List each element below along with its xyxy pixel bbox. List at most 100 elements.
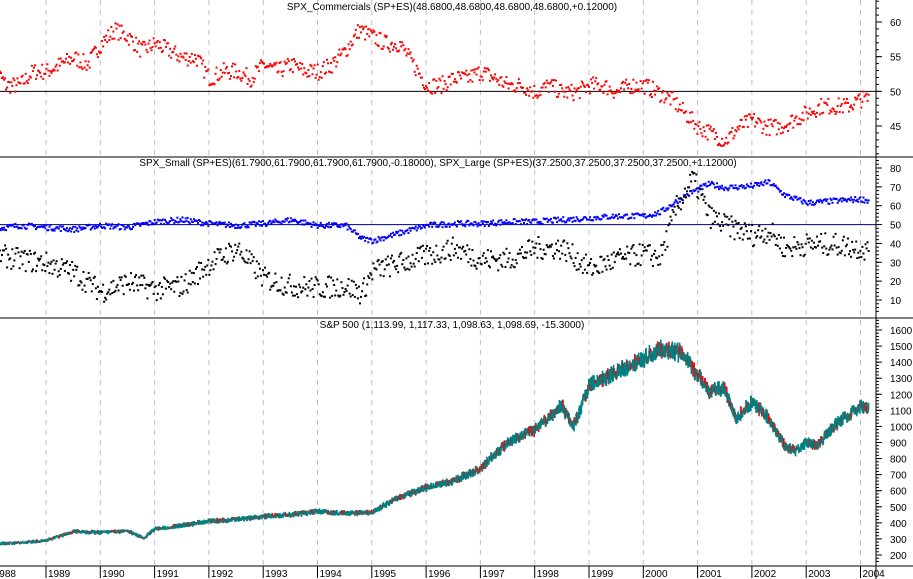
data-point <box>471 80 474 83</box>
data-point <box>372 241 375 244</box>
data-point <box>786 124 789 127</box>
data-point <box>471 249 474 252</box>
data-point <box>521 256 524 259</box>
data-point <box>865 199 868 202</box>
data-point <box>759 182 762 185</box>
data-point <box>309 222 312 225</box>
data-point <box>831 201 834 204</box>
data-point <box>803 253 806 256</box>
data-point <box>631 245 634 248</box>
data-point <box>410 227 413 230</box>
data-point <box>155 299 158 302</box>
data-point <box>780 251 783 254</box>
data-point <box>675 97 678 100</box>
data-point <box>279 289 282 292</box>
data-point <box>769 184 772 187</box>
data-point <box>252 256 255 259</box>
data-point <box>276 71 279 74</box>
data-point <box>179 218 182 221</box>
data-point <box>314 276 317 279</box>
data-point <box>191 281 194 284</box>
data-point <box>653 214 656 217</box>
data-point <box>9 91 12 94</box>
data-point <box>588 264 591 267</box>
data-point <box>210 221 213 224</box>
data-point <box>777 188 780 191</box>
data-point <box>20 250 23 253</box>
data-point <box>651 265 654 268</box>
data-point <box>746 184 749 187</box>
data-point <box>820 199 823 202</box>
data-point <box>287 277 290 280</box>
data-point <box>543 82 546 85</box>
y-tick-label: 1200 <box>890 390 913 401</box>
data-point <box>636 89 639 92</box>
data-point <box>488 266 491 269</box>
data-point <box>471 223 474 226</box>
data-point <box>161 49 164 52</box>
data-point <box>305 222 308 225</box>
data-point <box>235 251 238 254</box>
data-point <box>153 286 156 289</box>
data-point <box>658 255 661 258</box>
data-point <box>254 277 257 280</box>
data-point <box>851 240 854 243</box>
data-point <box>552 216 555 219</box>
data-point <box>657 88 660 91</box>
data-point <box>176 59 179 62</box>
data-point <box>861 245 864 248</box>
data-point <box>499 76 502 79</box>
data-point <box>704 202 707 205</box>
data-point <box>528 218 531 221</box>
data-point <box>616 90 619 93</box>
data-point <box>379 274 382 277</box>
data-point <box>707 204 710 207</box>
data-point <box>800 118 803 121</box>
data-point <box>133 222 136 225</box>
data-point <box>758 225 761 228</box>
data-point <box>448 75 451 78</box>
data-point <box>139 284 142 287</box>
data-point <box>39 71 42 74</box>
data-point <box>119 37 122 40</box>
data-point <box>32 66 35 69</box>
data-point <box>801 111 804 114</box>
data-point <box>72 59 75 62</box>
data-point <box>667 224 670 227</box>
data-point <box>204 222 207 225</box>
data-point <box>434 91 437 94</box>
data-point <box>812 203 815 206</box>
data-point <box>720 229 723 232</box>
data-point <box>356 297 359 300</box>
data-point <box>831 248 834 251</box>
data-point <box>730 131 733 134</box>
data-point <box>202 59 205 62</box>
data-point <box>72 268 75 271</box>
data-point <box>243 73 246 76</box>
data-point <box>190 220 193 223</box>
data-point <box>528 94 531 97</box>
data-point <box>41 269 44 272</box>
data-point <box>603 83 606 86</box>
data-point <box>412 262 415 265</box>
data-point <box>416 67 419 70</box>
data-point <box>371 31 374 34</box>
x-tick-label: 1990 <box>102 569 125 579</box>
data-point <box>339 294 342 297</box>
data-point <box>436 87 439 90</box>
data-point <box>808 107 811 110</box>
data-point <box>855 98 858 101</box>
data-point <box>538 242 541 245</box>
data-point <box>351 294 354 297</box>
data-point <box>206 264 209 267</box>
data-point <box>510 264 513 267</box>
data-point <box>128 288 131 291</box>
data-point <box>17 227 20 230</box>
data-point <box>609 268 612 271</box>
y-tick-label: 800 <box>890 455 907 466</box>
data-point <box>189 61 192 64</box>
data-point <box>146 221 149 224</box>
data-point <box>186 291 189 294</box>
data-point <box>513 266 516 269</box>
data-point <box>689 111 692 114</box>
